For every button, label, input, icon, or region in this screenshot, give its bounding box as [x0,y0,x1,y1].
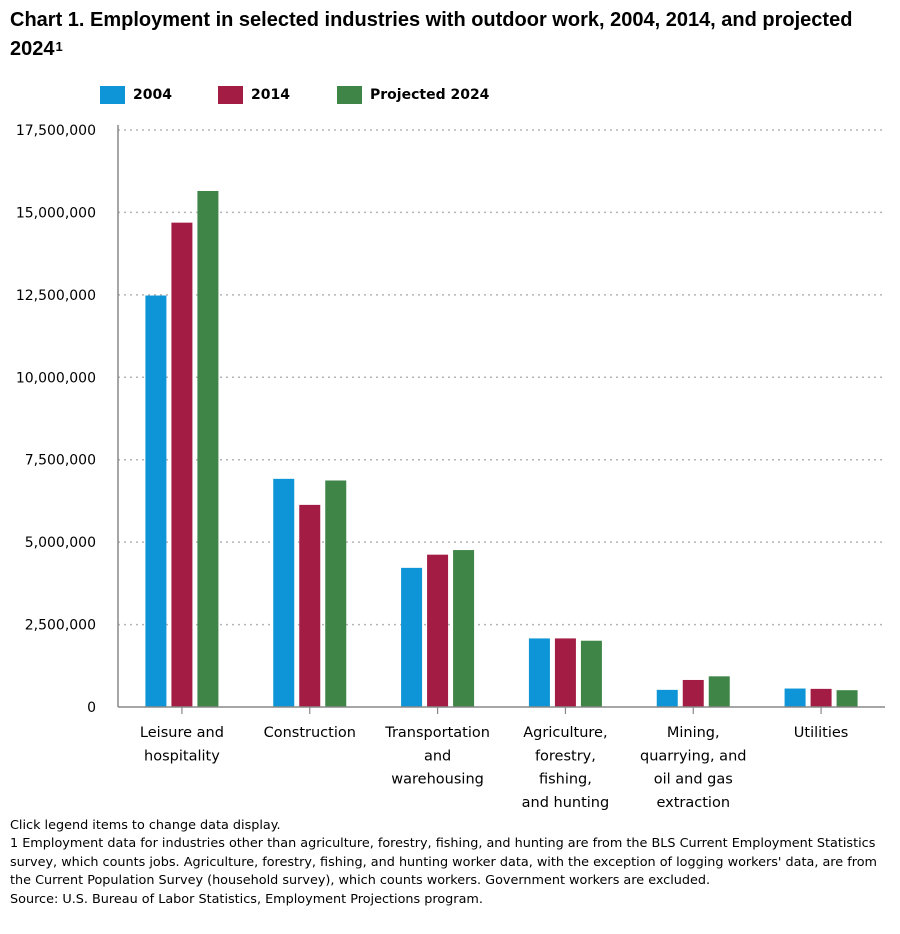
y-tick-label-4: 10,000,000 [16,370,96,386]
bar-construction-projected-2024[interactable] [325,480,347,707]
x-tick-label-utilities: Utilities [794,725,849,741]
x-axis: Leisure and hospitality Construction Transp… [118,706,885,811]
bar-mining-quarrying-and-oil-and-gas-extraction-2004[interactable] [656,689,678,707]
bar-construction-2004[interactable] [273,478,295,707]
x-tick-label-agriculture-forestry-fishing-and-hunting: Agriculture, forestry, fishing, and hunting [522,725,610,811]
x-tick-label-mining-quarrying-and-oil-and-gas-extraction: Mining, quarrying, and oil and gas extracti… [640,725,746,811]
click-hint: Click legend items to change data displa… [10,818,281,833]
bars [145,190,858,708]
y-tick-label-2: 5,000,000 [25,535,96,551]
bar-transportation-and-warehousing-2004[interactable] [401,567,423,707]
legend-label-2004: 2004 [133,87,172,103]
x-tick-label-transportation-and-warehousing: Transportation and warehousing [384,725,490,788]
legend-swatch-2014 [218,86,243,104]
y-tick-label-3: 7,500,000 [25,453,96,469]
title-footnote-marker: 1 [55,39,63,54]
y-tick-label-0: 0 [87,700,96,716]
chart-title: Chart 1. Employment in selected industri… [10,6,870,64]
bar-agriculture-forestry-fishing-and-hunting-projected-2024[interactable] [580,640,602,707]
source-note: Source: U.S. Bureau of Labor Statistics,… [10,891,483,907]
bar-transportation-and-warehousing-projected-2024[interactable] [453,550,475,707]
gridlines [118,129,885,626]
bar-mining-quarrying-and-oil-and-gas-extraction-2014[interactable] [682,679,704,707]
bar-utilities-2014[interactable] [810,688,832,707]
bar-mining-quarrying-and-oil-and-gas-extraction-projected-2024[interactable] [708,676,730,707]
x-tick-label-leisure-and-hospitality: Leisure and hospitality [140,725,224,764]
bar-leisure-and-hospitality-2014[interactable] [171,222,193,707]
y-tick-label-6: 15,000,000 [16,205,96,221]
y-tick-label-7: 17,500,000 [16,123,96,139]
bar-utilities-2004[interactable] [784,688,806,707]
legend-label-2014: 2014 [251,87,290,103]
bar-chart: 0 2,500,000 5,000,000 7,500,000 10,000,000 12… [16,123,885,811]
bar-leisure-and-hospitality-2004[interactable] [145,295,167,707]
bar-leisure-and-hospitality-projected-2024[interactable] [197,190,219,708]
chart-title-text: Chart 1. Employment in selected industri… [10,9,853,60]
bar-transportation-and-warehousing-2014[interactable] [427,554,449,707]
legend-swatch-projected-2024 [337,86,362,104]
footnote: 1 Employment data for industries other t… [10,836,878,889]
chart-notes: Click legend items to change data displa… [10,817,885,909]
y-tick-label-1: 2,500,000 [25,618,96,634]
y-tick-label-5: 12,500,000 [16,288,96,304]
y-axis: 0 2,500,000 5,000,000 7,500,000 10,000,000 12… [16,123,119,716]
bar-construction-2014[interactable] [299,504,321,707]
bar-utilities-projected-2024[interactable] [836,690,858,707]
legend-label-projected-2024: Projected 2024 [370,87,490,103]
x-tick-label-construction: Construction [264,725,356,741]
bar-agriculture-forestry-fishing-and-hunting-2004[interactable] [528,638,550,707]
bar-agriculture-forestry-fishing-and-hunting-2014[interactable] [554,638,576,707]
legend-swatch-2004 [100,86,125,104]
